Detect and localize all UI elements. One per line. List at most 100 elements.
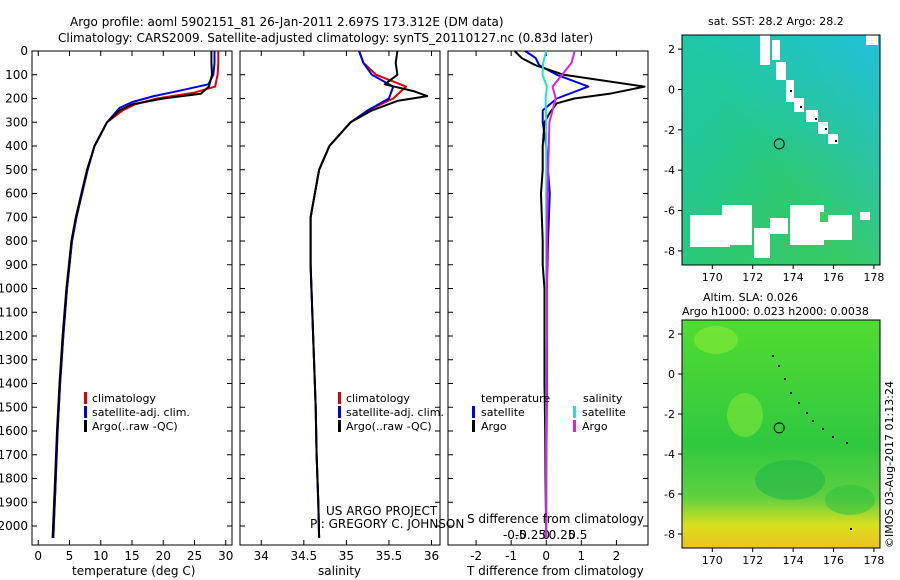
- salinity-xlabel: salinity: [318, 564, 361, 578]
- island-dot: [778, 365, 780, 367]
- header-line2: Climatology: CARS2009. Satellite-adjuste…: [58, 31, 593, 45]
- sla-map-axes: 170 172 174 176 178 2 0 -2 -4 -6 -8: [664, 328, 884, 567]
- island-dot: [790, 90, 792, 92]
- temperature-legend: climatology satellite-adj. clim. Argo(..…: [84, 392, 190, 433]
- sst-map-frame: [681, 34, 881, 266]
- map-ytick-label: 2: [668, 328, 675, 341]
- ytick-label: 1300: [0, 353, 28, 367]
- legend-swatch-satellite: [84, 406, 87, 418]
- island-dot: [806, 412, 808, 414]
- salinity-chart: 34 34.5 35 35.5 36: [240, 50, 440, 563]
- map-xtick-label: 176: [823, 554, 844, 567]
- sla-high-patch: [727, 393, 763, 437]
- map-xtick-label: 176: [823, 271, 844, 284]
- xtick-label: -1: [505, 549, 517, 563]
- legend-swatch-t-argo: [472, 420, 475, 432]
- map-ytick-label: 0: [668, 83, 675, 96]
- ytick-label: 0: [20, 44, 28, 58]
- s-difference-xlabel: S difference from climatology: [467, 512, 644, 526]
- xtick-label: 1: [578, 549, 586, 563]
- legend-label-t-satellite: satellite: [481, 406, 525, 419]
- stick-label: -0.25: [515, 528, 546, 542]
- ytick-label: 2000: [0, 519, 28, 533]
- ytick-label: 1700: [0, 448, 28, 462]
- island-dot: [850, 528, 852, 530]
- ytick-label: 1800: [0, 472, 28, 486]
- stick-label: -0.5: [503, 528, 526, 542]
- series-line-s-argo: [545, 50, 576, 538]
- xtick-label: 30: [218, 549, 233, 563]
- ytick-label: 1100: [0, 305, 28, 319]
- legend-swatch-argo: [84, 420, 87, 432]
- xtick-label: 35: [339, 549, 354, 563]
- xtick-label: -2: [470, 549, 482, 563]
- ytick-label: 1900: [0, 495, 28, 509]
- temperature-axes-frame: [31, 50, 233, 546]
- xtick-label: 0: [542, 549, 550, 563]
- legend-swatch-climatology: [84, 392, 87, 404]
- map-ytick-label: -8: [664, 245, 675, 258]
- map-xtick-label: 172: [742, 271, 763, 284]
- xtick-label: 10: [93, 549, 108, 563]
- ytick-label: 500: [5, 163, 28, 177]
- map-ytick-label: -4: [664, 448, 675, 461]
- ytick-label: 200: [5, 92, 28, 106]
- island-dot: [832, 436, 834, 438]
- map-xtick-label: 178: [863, 271, 884, 284]
- ytick-label: 1200: [0, 329, 28, 343]
- legend-swatch-climatology: [338, 392, 341, 404]
- island-dot: [798, 402, 800, 404]
- stick-label: 0.25: [549, 528, 576, 542]
- series-line-climatology: [52, 51, 220, 538]
- sla-map-subtitle: Argo h1000: 0.023 h2000: 0.0038: [682, 305, 869, 318]
- sla-map-title: Altim. SLA: 0.026: [703, 291, 798, 304]
- legend-label-climatology: climatology: [346, 392, 410, 405]
- ytick-label: 700: [5, 210, 28, 224]
- legend-swatch-s-argo: [573, 420, 576, 432]
- ytick-label: 800: [5, 234, 28, 248]
- legend-label-satellite: satellite-adj. clim.: [92, 406, 190, 419]
- map-ytick-label: -2: [664, 124, 675, 137]
- island-dot: [815, 118, 817, 120]
- map-xtick-label: 170: [702, 271, 723, 284]
- map-xtick-label: 174: [783, 554, 804, 567]
- salinity-axes-frame: [239, 50, 441, 546]
- xtick-label: 34.5: [290, 549, 317, 563]
- sla-map-frame: [681, 319, 881, 549]
- legend-label-s-satellite: satellite: [582, 406, 626, 419]
- xtick-label: 5: [66, 549, 74, 563]
- sla-low-patch: [825, 485, 875, 515]
- difference-legend: temperature salinity satellite Argo sate…: [472, 392, 626, 433]
- map-ytick-label: 0: [668, 368, 675, 381]
- xtick-label: 34: [254, 549, 269, 563]
- sla-profile-marker: [773, 422, 785, 434]
- xtick-label: 15: [124, 549, 139, 563]
- xtick-label: 2: [613, 549, 621, 563]
- sla-map: [682, 320, 880, 548]
- island-dot: [846, 442, 848, 444]
- map-ytick-label: -2: [664, 408, 675, 421]
- header-line1: Argo profile: aoml 5902151_81 26-Jan-201…: [70, 15, 504, 29]
- legend-swatch-satellite: [338, 406, 341, 418]
- t-difference-xlabel: T difference from climatology: [466, 564, 644, 578]
- island-dots: [772, 90, 852, 530]
- series-line-satellite-adj-clim-: [52, 51, 216, 538]
- island-dot: [784, 378, 786, 380]
- stick-label: 0.5: [568, 528, 587, 542]
- island-dot: [835, 140, 837, 142]
- credit-project: US ARGO PROJECT: [326, 504, 438, 518]
- legend-swatch-t-satellite: [472, 406, 475, 418]
- ytick-label: 600: [5, 187, 28, 201]
- legend-label-s-argo: Argo: [582, 420, 608, 433]
- legend-title-temperature: temperature: [481, 392, 550, 405]
- sla-high-patch: [694, 326, 738, 354]
- legend-swatch-argo: [338, 420, 341, 432]
- map-ytick-label: -4: [664, 164, 675, 177]
- xtick-label: 0: [34, 549, 42, 563]
- map-xtick-label: 170: [702, 554, 723, 567]
- map-ytick-label: -6: [664, 205, 675, 218]
- ytick-label: 1600: [0, 424, 28, 438]
- ytick-label: 300: [5, 115, 28, 129]
- sst-land-patch: [820, 212, 828, 222]
- side-stamp: ©IMOS 03-Aug-2017 01:13:24: [883, 381, 896, 548]
